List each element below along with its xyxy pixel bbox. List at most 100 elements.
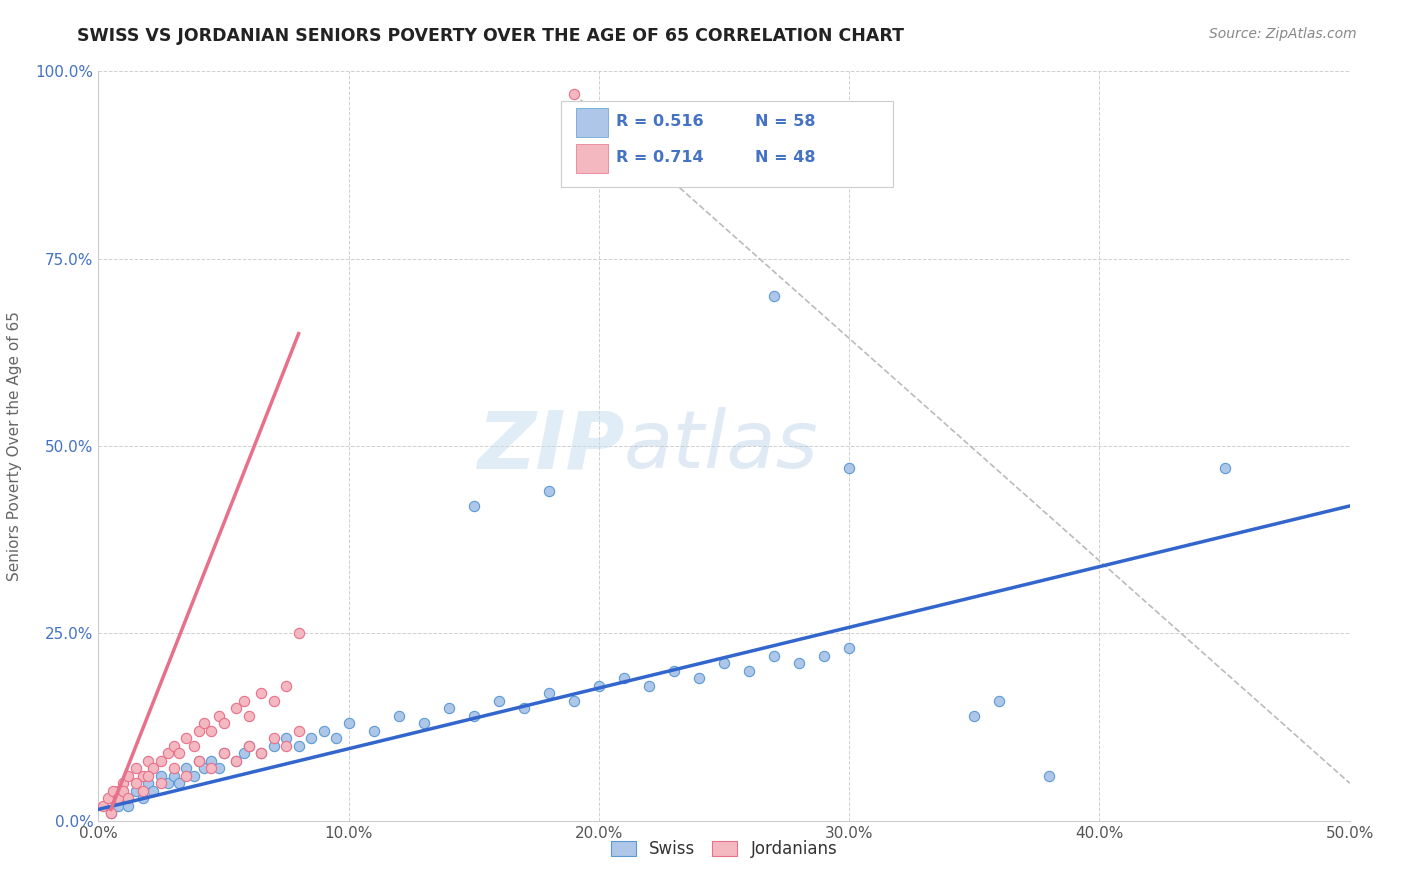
Point (167, 746, 190, 760)
Point (238, 739, 260, 753)
Point (207, 761, 229, 775)
Point (112, 791, 135, 805)
Text: N = 58: N = 58 (755, 114, 815, 129)
FancyBboxPatch shape (576, 108, 607, 136)
Point (337, 716, 360, 731)
Text: atlas: atlas (624, 407, 818, 485)
Point (763, 289, 786, 303)
Point (212, 746, 235, 760)
Point (488, 694, 510, 708)
Point (250, 746, 273, 760)
Point (117, 791, 139, 805)
Point (132, 791, 155, 805)
Point (274, 731, 298, 746)
Point (132, 783, 155, 797)
Text: R = 0.516: R = 0.516 (616, 114, 704, 129)
Point (97, 791, 120, 805)
Point (117, 798, 139, 813)
Point (112, 776, 135, 790)
Point (287, 723, 309, 738)
Point (193, 716, 215, 731)
Point (763, 648, 786, 663)
Point (125, 776, 148, 790)
Point (537, 483, 560, 498)
Point (388, 708, 411, 723)
Text: Source: ZipAtlas.com: Source: ZipAtlas.com (1209, 27, 1357, 41)
Point (1213, 461, 1236, 475)
FancyBboxPatch shape (561, 102, 893, 187)
Point (174, 761, 197, 775)
Point (287, 626, 309, 640)
Point (207, 708, 229, 723)
Legend: Swiss, Jordanians: Swiss, Jordanians (605, 833, 844, 864)
Point (250, 686, 273, 700)
Point (162, 769, 184, 783)
Text: SWISS VS JORDANIAN SENIORS POVERTY OVER THE AGE OF 65 CORRELATION CHART: SWISS VS JORDANIAN SENIORS POVERTY OVER … (77, 27, 904, 45)
Point (167, 776, 190, 790)
Point (537, 686, 560, 700)
Text: R = 0.714: R = 0.714 (616, 150, 704, 165)
FancyBboxPatch shape (576, 144, 607, 172)
Point (562, 694, 585, 708)
Point (200, 761, 222, 775)
Point (688, 671, 710, 685)
Text: ZIP: ZIP (477, 407, 624, 485)
Point (107, 798, 129, 813)
Point (142, 783, 165, 797)
Point (187, 754, 209, 768)
Point (463, 708, 485, 723)
Point (325, 731, 347, 746)
Point (988, 694, 1011, 708)
Point (463, 499, 485, 513)
Point (363, 723, 385, 738)
Point (107, 791, 129, 805)
Point (212, 716, 235, 731)
Point (638, 679, 661, 693)
Point (200, 723, 222, 738)
Point (100, 806, 122, 821)
Point (263, 739, 285, 753)
Point (187, 723, 209, 738)
Text: N = 48: N = 48 (755, 150, 815, 165)
Point (162, 739, 184, 753)
Point (187, 754, 209, 768)
Point (787, 657, 810, 671)
Point (838, 641, 860, 656)
Point (232, 746, 254, 760)
Point (263, 731, 285, 746)
Point (588, 679, 610, 693)
Point (263, 694, 285, 708)
Point (138, 754, 160, 768)
Point (437, 701, 460, 715)
Point (274, 679, 298, 693)
Point (287, 739, 309, 753)
Point (142, 761, 165, 775)
Point (250, 746, 273, 760)
Point (103, 783, 125, 797)
Point (183, 739, 205, 753)
Point (838, 461, 860, 475)
Point (162, 761, 184, 775)
Point (150, 776, 173, 790)
Point (813, 648, 835, 663)
Point (225, 754, 247, 768)
Point (274, 739, 298, 753)
Point (662, 664, 685, 678)
Point (412, 716, 434, 731)
Point (93, 798, 115, 813)
Point (150, 769, 173, 783)
Point (100, 791, 122, 805)
Point (232, 694, 254, 708)
Point (1038, 769, 1060, 783)
Point (225, 754, 247, 768)
Point (212, 746, 235, 760)
Point (150, 754, 173, 768)
Point (117, 769, 139, 783)
Point (963, 708, 986, 723)
Point (613, 671, 636, 685)
Point (138, 776, 160, 790)
Point (107, 783, 129, 797)
Point (193, 761, 215, 775)
Point (174, 769, 197, 783)
Point (138, 769, 160, 783)
